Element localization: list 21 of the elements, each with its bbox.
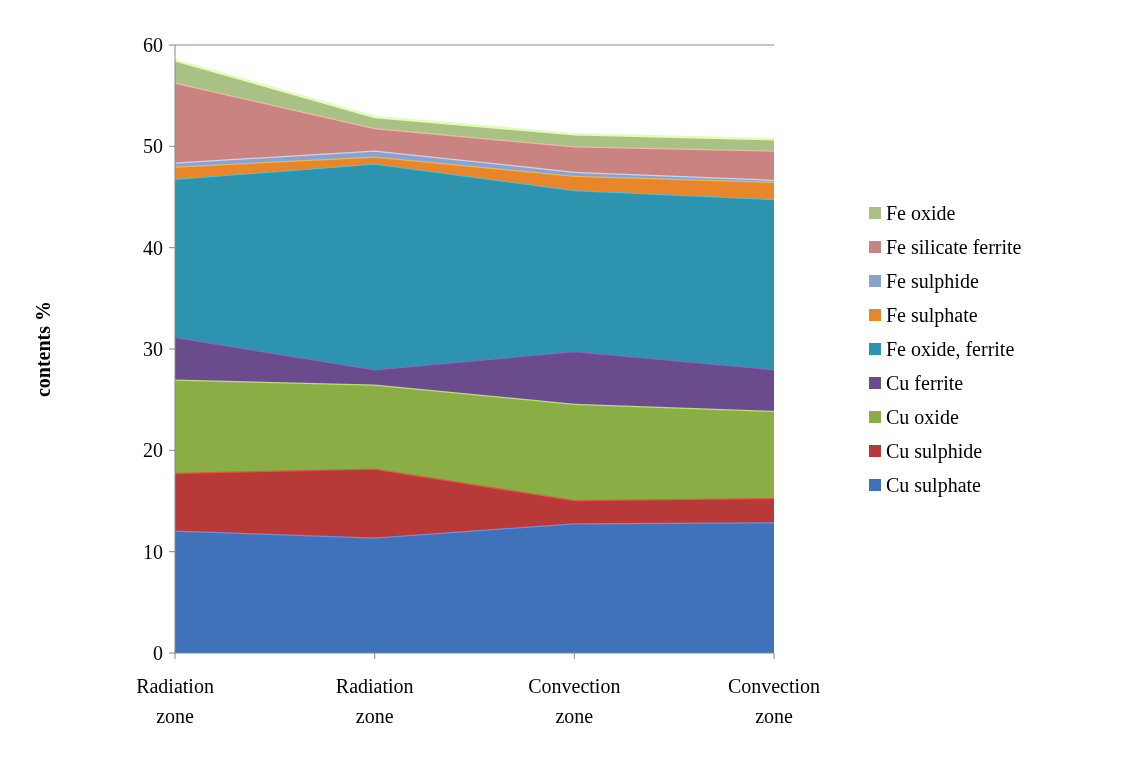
legend-label: Cu ferrite xyxy=(886,372,964,394)
x-tick-label: Radiation zone xyxy=(136,675,214,727)
y-tick-label: 10 xyxy=(143,540,163,563)
legend-label: Cu sulphate xyxy=(886,474,982,497)
legend-label: Fe silicate ferrite xyxy=(886,236,1022,258)
legend-label: Fe oxide xyxy=(886,202,956,224)
x-tick-label: Radiation zone xyxy=(335,675,414,727)
y-tick-label: 0 xyxy=(153,642,163,664)
legend-label: Fe oxide, ferrite xyxy=(886,338,1015,360)
x-tick-label: Convection zone xyxy=(727,675,821,727)
legend-label: Cu oxide xyxy=(886,406,959,428)
legend-label: Cu sulphide xyxy=(886,440,983,463)
y-axis-title: contents % xyxy=(32,300,54,398)
y-tick-label: 50 xyxy=(143,135,163,158)
y-tick-label: 20 xyxy=(143,439,163,462)
y-tick-label: 60 xyxy=(143,34,163,56)
legend-label: Fe sulphate xyxy=(886,304,978,327)
x-tick-label: Convection zone xyxy=(528,675,621,727)
y-tick-label: 30 xyxy=(143,338,163,360)
y-tick-label: 40 xyxy=(143,236,163,259)
legend-label: Fe sulphide xyxy=(886,270,979,293)
